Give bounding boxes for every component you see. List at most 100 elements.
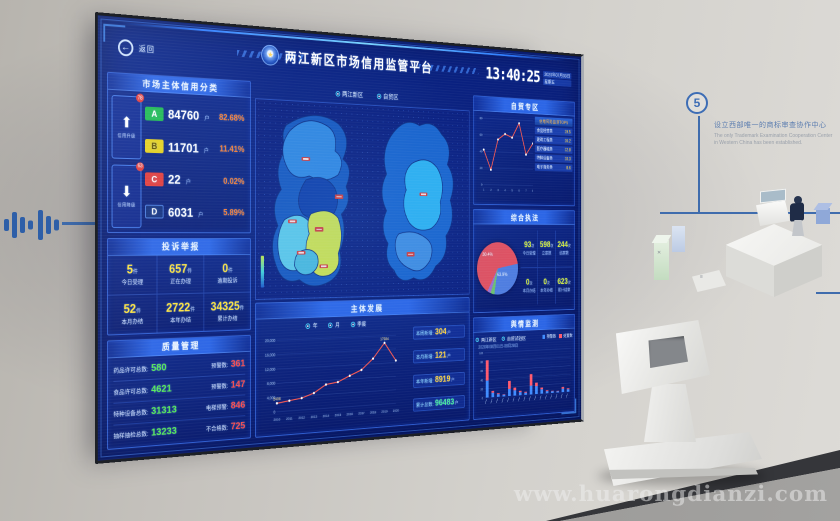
sentiment-panel: 舆情监测 两江新区 自贸试验区 预警数 处置数 2020年08月01日-08月2… <box>472 314 576 421</box>
svg-text:40: 40 <box>481 379 484 383</box>
center-column: 两江新区 自贸区 <box>255 81 470 438</box>
district-map[interactable] <box>255 98 470 300</box>
stat-cell: 34325件 累计办结 <box>210 298 245 323</box>
dev-tab-year[interactable]: 年 <box>305 321 318 330</box>
iso-block <box>692 270 726 292</box>
svg-text:2013: 2013 <box>311 415 318 419</box>
dev-stat-month: 本月新增: 121 户 <box>413 348 465 364</box>
iso-cube-blue <box>816 208 830 224</box>
svg-text:17934: 17934 <box>380 336 389 341</box>
sentiment-tab-ftz[interactable]: 自贸试验区 <box>501 334 526 343</box>
credit-upgrade-box[interactable]: 78 ⬆ 信用升级 <box>111 93 145 160</box>
stat-cell: 2722件 本年办结 <box>157 293 205 333</box>
bar-legend: 预警数 处置数 <box>542 332 573 339</box>
dev-tab-quarter[interactable]: 季度 <box>350 320 366 329</box>
svg-text:2018: 2018 <box>370 410 376 414</box>
credit-classification-panel: 市场主体信用分类 78 ⬆ 信用升级 63 ⬇ <box>106 71 252 234</box>
district-label <box>288 219 297 224</box>
left-column: 市场主体信用分类 78 ⬆ 信用升级 63 ⬇ <box>106 71 252 451</box>
wall-milestone-5: 5 设立西部唯一的商标审查协作中心 The only Trademark Exa… <box>686 92 836 147</box>
entity-development-panel: 主体发展 年 月 季度 0 4,000 8,000 12,000 16,000 20,00… <box>255 297 470 438</box>
sentiment-bar-chart: 0 20 40 60 80 100 <box>479 346 573 417</box>
arrow-up-icon: ⬆ <box>120 114 133 132</box>
grade-b-badge: B <box>145 139 164 154</box>
svg-text:12,000: 12,000 <box>265 367 276 372</box>
credit-row-b: B 11701 户 11.41% <box>145 139 247 157</box>
weekday-display: 星期五 <box>543 77 572 87</box>
wall-line-left <box>62 222 96 225</box>
dev-tab-month[interactable]: 月 <box>328 320 340 329</box>
svg-text:2012: 2012 <box>298 416 305 420</box>
map-tab-ftz[interactable]: 自贸区 <box>376 91 398 101</box>
svg-text:8,000: 8,000 <box>267 381 276 386</box>
ftz-line-chart: 0 20 40 60 80 1 2 3 4 5 6 7 8 <box>480 117 533 193</box>
stat-cell: 0次 本年办结 <box>538 267 556 305</box>
svg-text:2015: 2015 <box>335 413 341 417</box>
back-button[interactable]: ← 返回 <box>117 38 155 58</box>
svg-text:20: 20 <box>481 388 484 392</box>
stat-cell: 0件 逾期投诉 <box>204 254 251 294</box>
stat-cell: 5件 今日受理 <box>107 255 158 296</box>
svg-text:0: 0 <box>273 410 275 415</box>
panel-title: 投诉举报 <box>107 238 251 256</box>
platform-title: 两江新区市场信用监管平台 <box>284 50 433 76</box>
svg-text:2019: 2019 <box>381 410 387 414</box>
kiosk-screen-recess <box>648 336 688 368</box>
svg-text:60: 60 <box>480 133 483 137</box>
list-item[interactable]: 食品经营类 19.5 <box>534 126 573 136</box>
svg-text:4: 4 <box>504 189 505 193</box>
credit-downgrade-box[interactable]: 63 ⬇ 信用降级 <box>111 162 145 228</box>
svg-text:40: 40 <box>480 150 483 154</box>
credit-updown-rail: 78 ⬆ 信用升级 63 ⬇ 信用降级 <box>111 93 145 228</box>
list-item[interactable]: 特种设备类 10.3 <box>534 154 573 163</box>
wall-illustration: ✕ ≡ <box>648 182 840 302</box>
wall-line-right <box>660 212 840 214</box>
ftz-panel: 自贸专区 0 20 40 60 80 1 2 3 4 5 6 7 8 信用风险监测TOP5 食品经营类 1… <box>472 95 576 207</box>
stat-cell: 244次 结案数 <box>555 230 573 268</box>
stat-cell: 598次 立案数 <box>538 230 556 269</box>
iso-pillar-blue <box>672 226 685 252</box>
radio-icon <box>376 93 381 99</box>
radio-icon <box>305 322 311 329</box>
list-item[interactable]: 建筑工程类 16.2 <box>534 135 573 145</box>
milestone-title: 设立西部唯一的商标审查协作中心 <box>714 122 827 129</box>
svg-text:80: 80 <box>480 117 483 121</box>
svg-text:0: 0 <box>481 183 482 187</box>
svg-text:16,000: 16,000 <box>265 352 276 357</box>
district-label <box>301 156 311 162</box>
district-label <box>315 227 324 232</box>
kiosk-stand <box>644 384 696 442</box>
milestone-subtitle-en: The only Trademark Examination Cooperati… <box>714 133 833 146</box>
list-item[interactable]: 医疗器械类 12.8 <box>534 144 573 154</box>
platform-title-group: 两江新区市场信用监管平台 <box>261 44 433 77</box>
upgrade-count-badge: 78 <box>136 93 145 103</box>
watermark: www.huarongdianzi.com <box>513 482 828 507</box>
svg-text:6: 6 <box>518 189 519 192</box>
svg-text:80: 80 <box>481 361 484 365</box>
district-label <box>406 252 415 257</box>
right-column: 自贸专区 0 20 40 60 80 1 2 3 4 5 6 7 8 信用风险监测TOP5 食品经营类 1… <box>472 95 576 421</box>
svg-text:7: 7 <box>525 189 526 192</box>
development-line-chart: 0 4,000 8,000 12,000 16,000 20,000 2010 2011 201… <box>265 328 399 422</box>
grade-c-badge: C <box>145 171 164 187</box>
credit-row-a: A 84760 户 82.68% <box>145 106 247 125</box>
time-display: 13:40:25 <box>485 63 540 87</box>
svg-text:2020: 2020 <box>393 409 399 413</box>
stat-cell: 93次 今日受理 <box>520 230 539 269</box>
radio-icon <box>328 322 333 328</box>
dev-stat-total: 累计总数: 96483 户 <box>413 394 465 412</box>
complaints-panel: 投诉举报 5件 今日受理 657件 正在办理 0件 逾期投诉 52件 本月办结 2722… <box>106 237 252 336</box>
legend-swatch-handled <box>559 333 562 338</box>
svg-text:20: 20 <box>480 166 483 170</box>
svg-text:2: 2 <box>490 188 491 192</box>
svg-text:3: 3 <box>497 188 498 192</box>
sentiment-tab-liangjiang[interactable]: 两江新区 <box>475 335 497 344</box>
pie-label: 63.9% <box>497 272 508 278</box>
svg-text:1: 1 <box>483 188 484 192</box>
map-tab-liangjiang[interactable]: 两江新区 <box>335 89 363 100</box>
svg-text:100: 100 <box>479 352 483 356</box>
radio-icon <box>501 336 506 341</box>
dev-stat-year: 本年新增: 8919 户 <box>413 371 465 388</box>
list-item[interactable]: 电子商务类 8.6 <box>534 163 573 172</box>
